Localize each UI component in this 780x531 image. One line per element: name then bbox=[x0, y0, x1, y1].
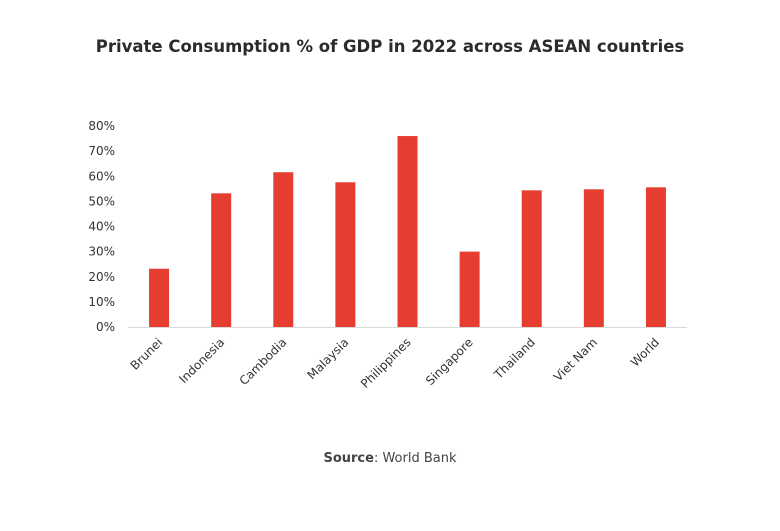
x-tick-label: Malaysia bbox=[305, 335, 352, 382]
y-tick-label: 60% bbox=[88, 169, 115, 183]
x-tick-label: Philippines bbox=[358, 335, 414, 391]
x-tick-label: Brunei bbox=[128, 335, 166, 373]
source-note: Source: World Bank bbox=[0, 451, 780, 466]
y-tick-label: 40% bbox=[88, 220, 115, 234]
bar-viet-nam bbox=[583, 189, 604, 327]
x-tick-label: Cambodia bbox=[237, 335, 290, 388]
bar-thailand bbox=[521, 190, 542, 327]
x-tick-label: World bbox=[628, 335, 662, 369]
y-tick-label: 10% bbox=[88, 295, 115, 309]
source-label: Source bbox=[323, 451, 374, 466]
bar-malaysia bbox=[335, 182, 356, 327]
x-tick-label: Thailand bbox=[491, 335, 538, 382]
y-tick-label: 0% bbox=[96, 320, 115, 334]
source-text: : World Bank bbox=[373, 451, 457, 466]
x-tick-label: Indonesia bbox=[176, 335, 227, 386]
y-tick-label: 80% bbox=[88, 119, 115, 133]
bar-world bbox=[645, 187, 666, 327]
y-tick-label: 70% bbox=[88, 144, 115, 158]
chart-title: Private Consumption % of GDP in 2022 acr… bbox=[95, 37, 685, 56]
y-tick-label: 30% bbox=[88, 245, 115, 259]
y-tick-label: 50% bbox=[88, 194, 115, 208]
bar-singapore bbox=[459, 251, 480, 327]
bar-philippines bbox=[397, 136, 418, 327]
bar-brunei bbox=[149, 268, 170, 327]
x-tick-label: Singapore bbox=[423, 335, 476, 388]
bar-cambodia bbox=[273, 172, 294, 327]
x-tick-label: Viet Nam bbox=[551, 335, 600, 384]
bar-indonesia bbox=[211, 193, 232, 327]
y-tick-label: 20% bbox=[88, 270, 115, 284]
